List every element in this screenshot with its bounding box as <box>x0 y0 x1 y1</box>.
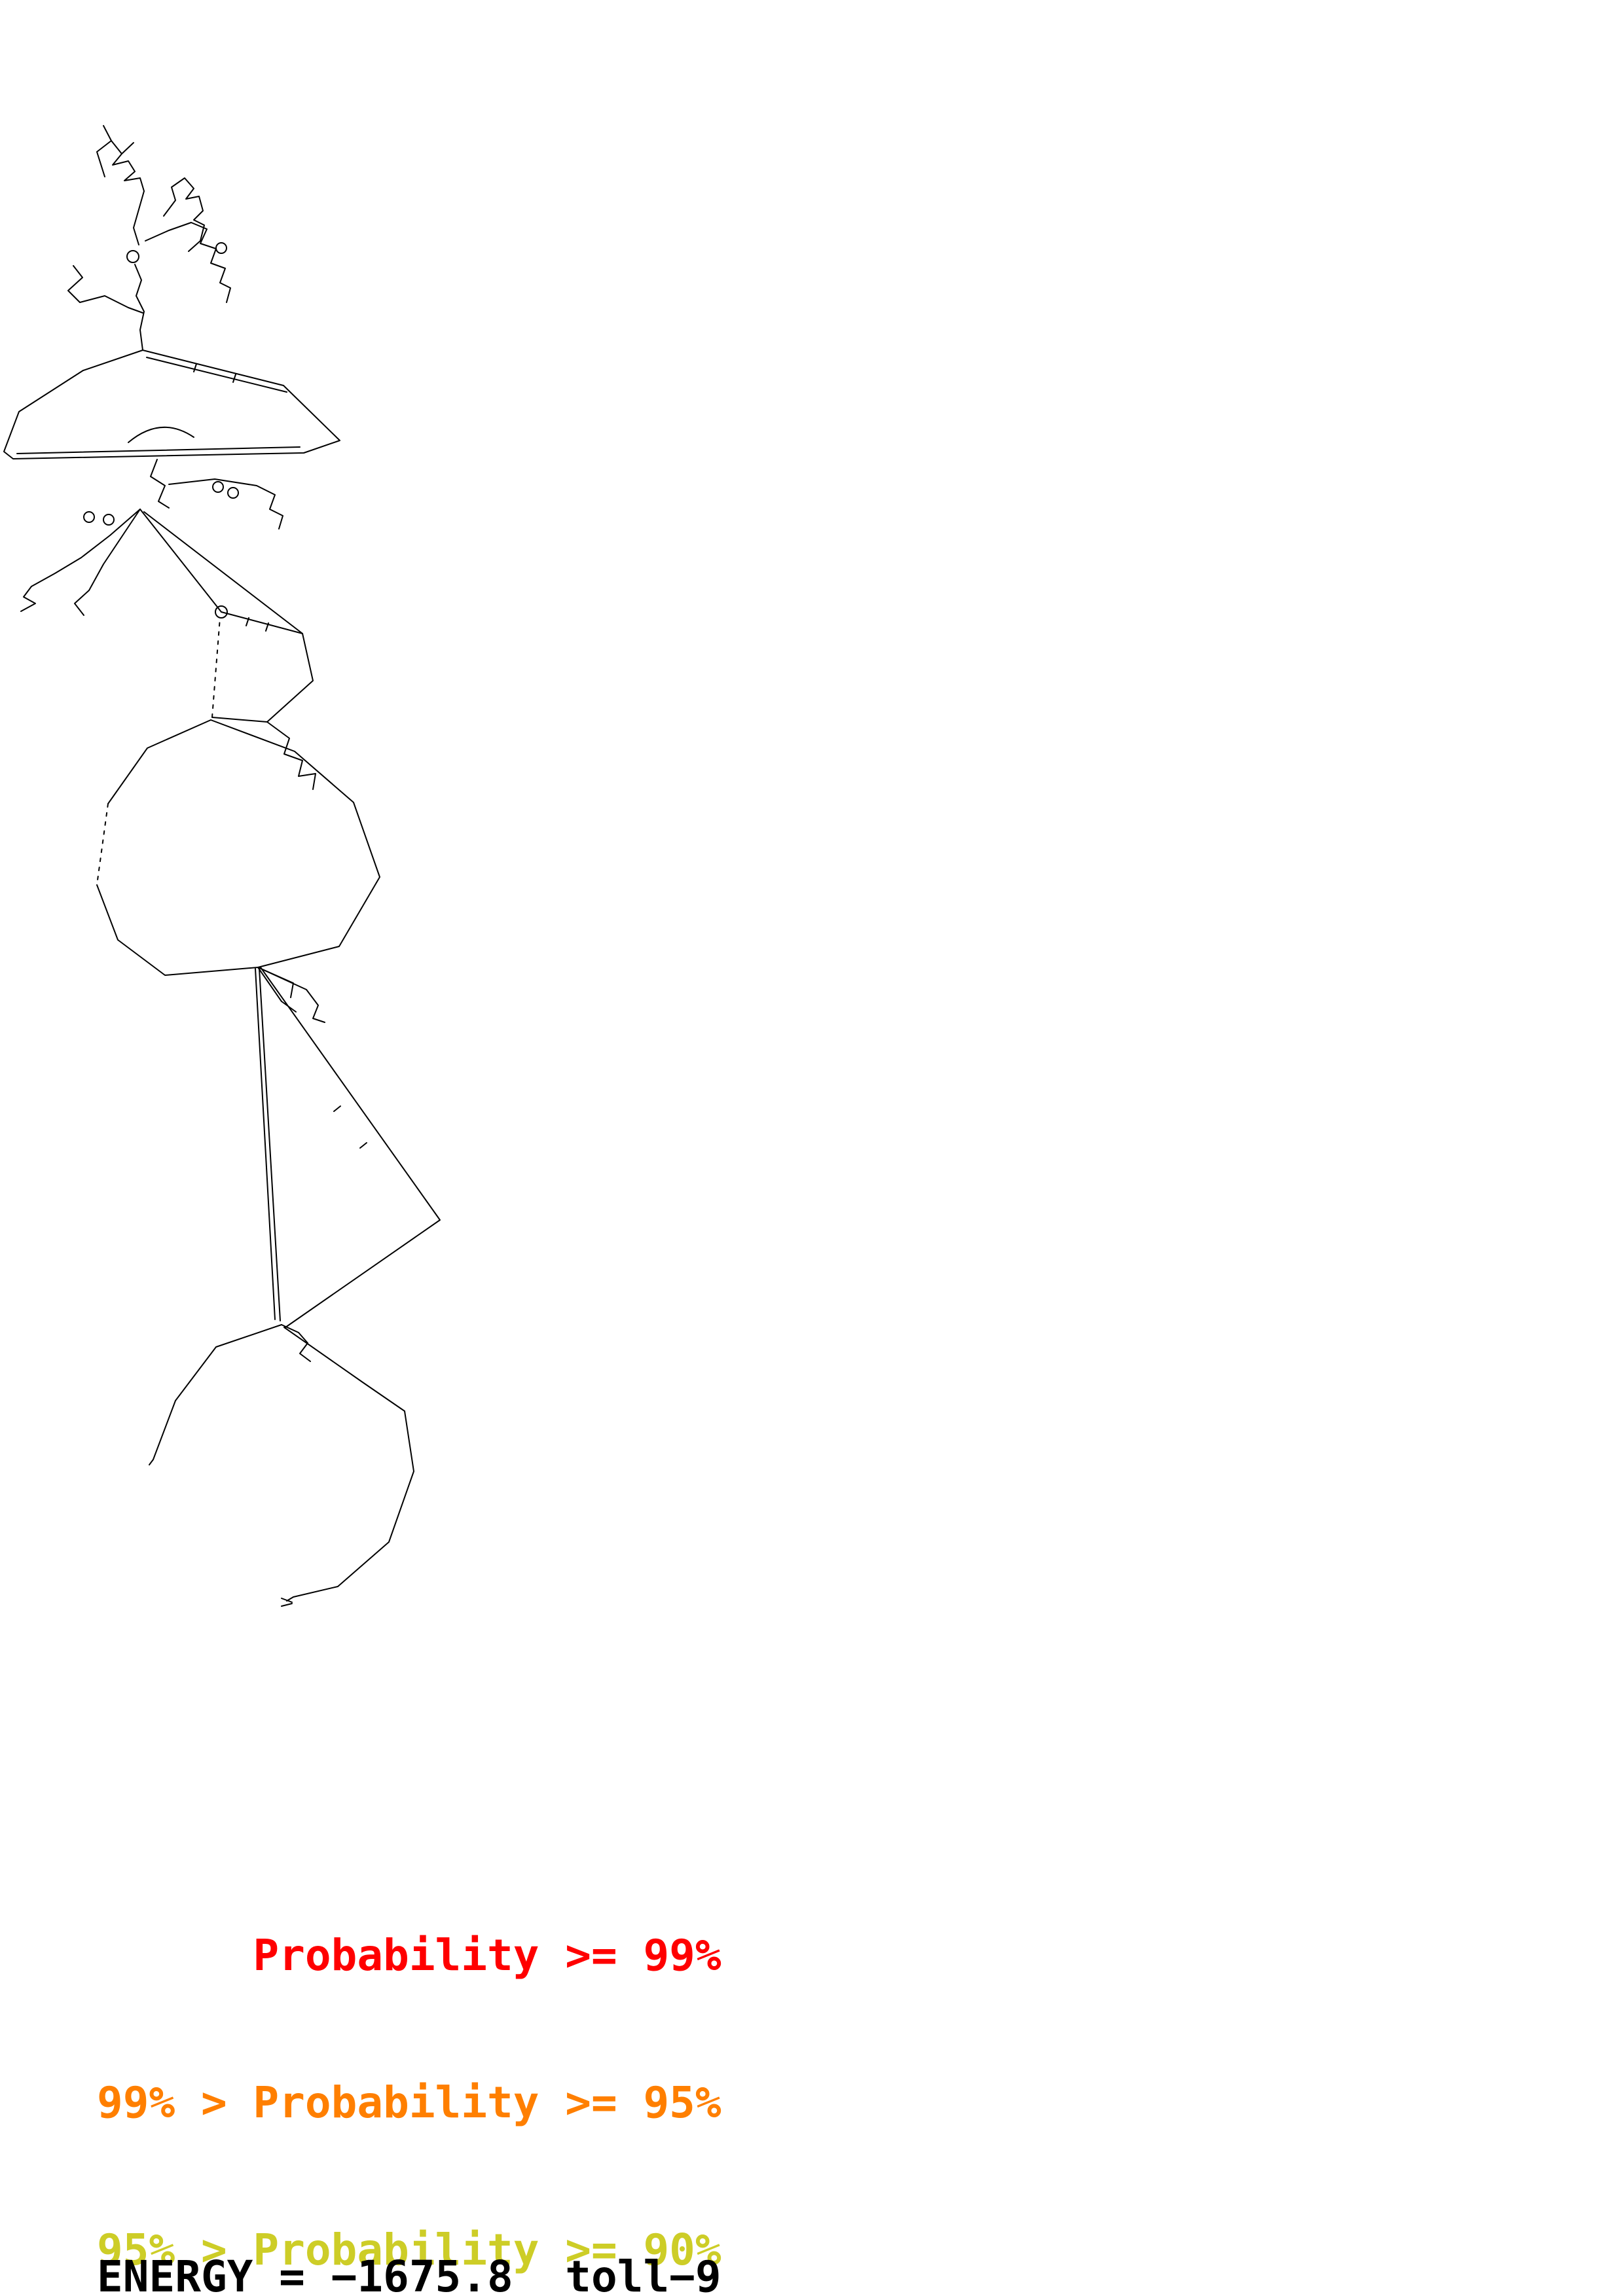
pentagon-right-hairpin <box>266 721 316 790</box>
loop-big-polygon-dotted-edge <box>96 803 109 886</box>
mid-cluster-right-hairpin <box>168 478 283 529</box>
long-triangle <box>260 967 441 1328</box>
loop-pentagon-dotted-edge <box>211 617 221 718</box>
bottom-right-chain <box>283 1327 414 1602</box>
connector-to-pentagon-2 <box>143 511 303 634</box>
bottom-left-chain <box>149 1324 282 1465</box>
base-marker-circle <box>215 242 227 254</box>
legend-item-90: 95% > Probability >= 90% <box>97 2225 721 2275</box>
base-marker-circle <box>83 511 95 523</box>
helix-dome-arc <box>128 426 194 443</box>
hairpin-top-right <box>163 177 205 252</box>
base-marker-circle <box>103 514 115 526</box>
chain-end-marks <box>281 1598 293 1607</box>
loop-trapezoid-chord <box>16 446 301 454</box>
energy-label: ENERGY = −1675.8 toll−9 <box>97 2251 721 2296</box>
base-marker-circle <box>212 481 224 493</box>
stem-lower <box>134 264 145 351</box>
loop-trapezoid <box>3 350 340 459</box>
probability-legend: Probability >= 99% 99% > Probability >= … <box>97 1833 721 2296</box>
structure-lines <box>3 125 441 1607</box>
tick-marks-pentagon <box>246 617 269 632</box>
long-helix-strand-1 <box>255 968 276 1320</box>
base-marker-circle <box>126 250 139 263</box>
fan-strand-left-1 <box>20 509 141 612</box>
base-marker-circle <box>215 605 228 619</box>
fan-strand-left-2 <box>74 509 141 616</box>
hairpin-top-left <box>96 140 145 192</box>
long-helix-strand-2 <box>259 968 281 1321</box>
legend-item-95: 99% > Probability >= 95% <box>97 2077 721 2128</box>
legend-item-99: Probability >= 99% <box>97 1930 721 1981</box>
mid-cluster-stem <box>150 459 170 509</box>
hairpin-left-branch <box>67 265 143 314</box>
fan-strand-right-2 <box>257 967 325 1023</box>
loop-big-polygon <box>96 719 380 976</box>
loop-trapezoid-double-edge <box>146 357 287 393</box>
base-marker-circle <box>227 487 239 499</box>
tick-marks-triangle <box>333 1105 367 1149</box>
loop-pentagon <box>211 611 314 723</box>
tick-marks-trapezoid <box>193 363 236 383</box>
stem-upper <box>133 190 145 245</box>
fan-strand-right-3 <box>257 967 297 1013</box>
hairpin-top-tips <box>103 125 134 154</box>
connector-to-pentagon-1 <box>139 509 222 613</box>
hairpin-right-branch <box>145 222 231 303</box>
